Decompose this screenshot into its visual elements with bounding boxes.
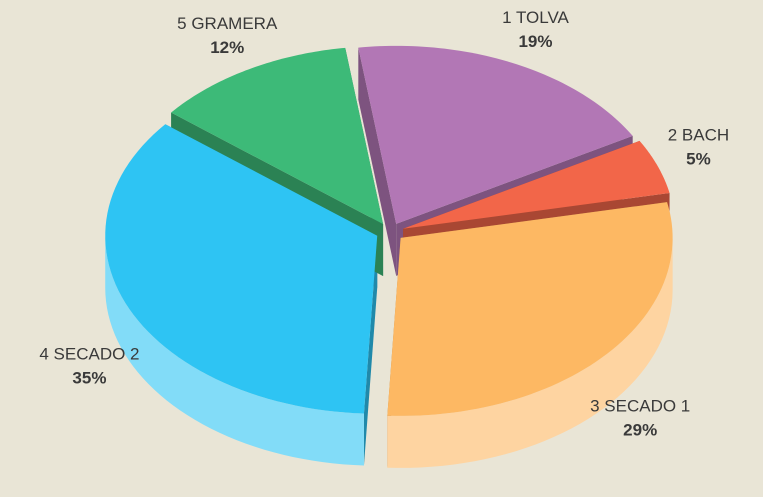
slice-edge xyxy=(358,47,397,276)
category-label: 1 TOLVA xyxy=(502,8,569,27)
category-label: 4 SECADO 2 xyxy=(39,345,139,364)
slice-side xyxy=(105,235,364,466)
slice-side xyxy=(387,237,673,468)
value-label: 12% xyxy=(210,38,244,57)
value-label: 5% xyxy=(686,150,711,169)
value-label: 35% xyxy=(72,369,106,388)
value-label: 29% xyxy=(623,421,657,440)
slice xyxy=(387,202,673,416)
slice xyxy=(358,45,633,224)
slice xyxy=(171,47,384,225)
slice xyxy=(105,124,378,414)
slice-edge xyxy=(363,235,378,466)
value-label: 19% xyxy=(518,32,552,51)
category-label: 5 GRAMERA xyxy=(177,14,278,33)
slice-tops xyxy=(105,45,673,416)
slice xyxy=(403,140,670,229)
labels: 1 TOLVA 19% 2 BACH 5% 3 SECADO 1 29% 4 SECADO … xyxy=(39,8,729,440)
category-label: 3 SECADO 1 xyxy=(590,397,690,416)
category-label: 2 BACH xyxy=(668,126,729,145)
